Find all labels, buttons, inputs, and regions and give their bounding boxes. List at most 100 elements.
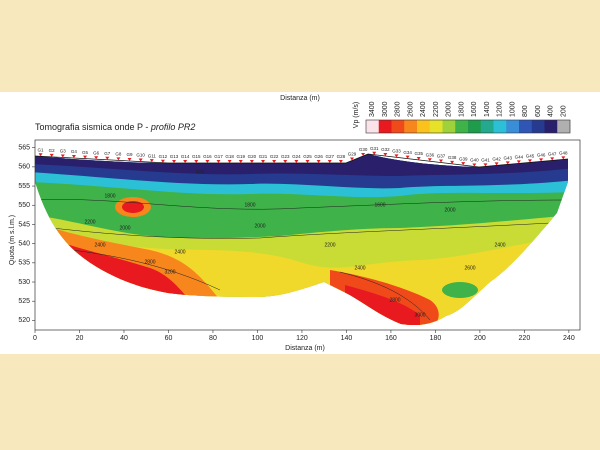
geophone xyxy=(483,163,488,167)
geophone-label: G19 xyxy=(237,154,246,159)
contour-label: 2000 xyxy=(444,207,455,213)
geophone xyxy=(49,153,54,157)
colorbar-swatch xyxy=(531,120,545,133)
geophone-label: G27 xyxy=(325,154,334,159)
geophone-label: G1 xyxy=(38,147,45,152)
y-label: Quota (m s.l.m.) xyxy=(9,215,16,265)
geophone-label: G2 xyxy=(49,148,56,153)
colorbar-label: Vp (m/s) xyxy=(353,102,360,128)
geophone xyxy=(494,162,499,166)
geophone xyxy=(38,153,43,157)
colorbar-swatch xyxy=(557,120,571,133)
colorbar-tick-label: 600 xyxy=(535,105,542,117)
geophone-label: G16 xyxy=(203,154,212,159)
x-tick-label: 120 xyxy=(296,335,308,342)
y-tick-label: 555 xyxy=(18,183,30,190)
geophone-label: G6 xyxy=(93,150,100,155)
y-tick-label: 525 xyxy=(18,298,30,305)
geophone xyxy=(205,160,210,163)
colorbar-swatch xyxy=(519,120,533,133)
colorbar-swatch xyxy=(417,120,431,133)
geophone xyxy=(383,153,388,157)
geophone xyxy=(127,157,132,161)
colorbar-tick-label: 2000 xyxy=(446,101,453,117)
contour-label: 3000 xyxy=(414,312,425,318)
geophone-label: G31 xyxy=(370,146,379,151)
geophone-label: G38 xyxy=(448,155,457,160)
x-tick-label: 80 xyxy=(209,335,217,342)
colorbar-swatch xyxy=(506,120,520,133)
geophone xyxy=(349,157,354,161)
geophone-label: G45 xyxy=(526,154,535,159)
geophone xyxy=(71,155,76,159)
x-tick-label: 240 xyxy=(563,335,575,342)
colorbar-swatch xyxy=(468,120,482,133)
geophone xyxy=(516,160,521,164)
colorbar-tick-label: 200 xyxy=(560,105,567,117)
geophone-label: G5 xyxy=(82,150,89,155)
geophone xyxy=(105,156,110,160)
contour-label: 2400 xyxy=(174,249,185,255)
colorbar-swatch xyxy=(429,120,443,133)
geophone-label: G37 xyxy=(437,154,446,159)
geophone xyxy=(83,155,88,159)
y-tick-label: 540 xyxy=(18,240,30,247)
geophone xyxy=(194,160,199,163)
geophone xyxy=(183,160,188,163)
geophone xyxy=(272,160,277,163)
colorbar-tick-label: 1000 xyxy=(509,101,516,117)
colorbar-tick-label: 1600 xyxy=(471,101,478,117)
geophone xyxy=(505,161,510,165)
contour-label: 600 xyxy=(196,169,205,175)
geophone xyxy=(327,160,332,163)
y-tick-label: 535 xyxy=(18,260,30,267)
y-tick-label: 550 xyxy=(18,202,30,209)
geophone-label: G3 xyxy=(60,149,67,154)
x-tick-label: 40 xyxy=(120,335,128,342)
geophone xyxy=(450,160,455,164)
geophone-label: G33 xyxy=(392,149,401,154)
geophone xyxy=(60,154,65,158)
geophone-label: G10 xyxy=(136,153,145,158)
colorbar-tick-label: 2600 xyxy=(407,101,414,117)
contour-label: 2400 xyxy=(94,242,105,248)
y-tick-label: 530 xyxy=(18,279,30,286)
geophone-label: G43 xyxy=(503,156,512,161)
y-tick-label: 560 xyxy=(18,164,30,171)
geophone-label: G8 xyxy=(115,152,122,157)
geophone-label: G41 xyxy=(481,158,490,163)
geophone-label: G13 xyxy=(170,154,179,159)
geophone xyxy=(394,154,399,158)
geophone xyxy=(283,160,288,163)
geophone xyxy=(361,152,366,156)
contour-label: 2400 xyxy=(494,242,505,248)
colorbar-tick-label: 2800 xyxy=(395,101,402,117)
title-italic: profilo PR2 xyxy=(150,122,196,132)
geophone xyxy=(472,163,477,167)
colorbar-tick-label: 2400 xyxy=(420,101,427,117)
geophone-label: G40 xyxy=(470,158,479,163)
geophone xyxy=(305,160,310,163)
geophone-label: G18 xyxy=(225,154,234,159)
geophone-label: G4 xyxy=(71,149,78,154)
contour-label: 2200 xyxy=(84,219,95,225)
geophone xyxy=(461,162,466,166)
geophone xyxy=(527,159,532,163)
x-tick-label: 100 xyxy=(252,335,264,342)
colorbar-swatch xyxy=(442,120,456,133)
geophone xyxy=(238,160,243,163)
x-tick-label: 20 xyxy=(76,335,84,342)
geophone xyxy=(316,160,321,163)
contour-label: 2000 xyxy=(254,223,265,229)
geophone-label: G48 xyxy=(559,151,568,156)
geophone-label: G36 xyxy=(426,152,435,157)
x-tick-label: 220 xyxy=(519,335,531,342)
geophone xyxy=(160,159,165,163)
geophone-label: G17 xyxy=(214,154,223,159)
colorbar-swatch xyxy=(366,120,380,133)
colorbar-swatch xyxy=(455,120,469,133)
geophone xyxy=(94,156,99,160)
geophone-label: G25 xyxy=(303,154,312,159)
colorbar-swatch xyxy=(544,120,558,133)
colorbar-swatch xyxy=(378,120,392,133)
